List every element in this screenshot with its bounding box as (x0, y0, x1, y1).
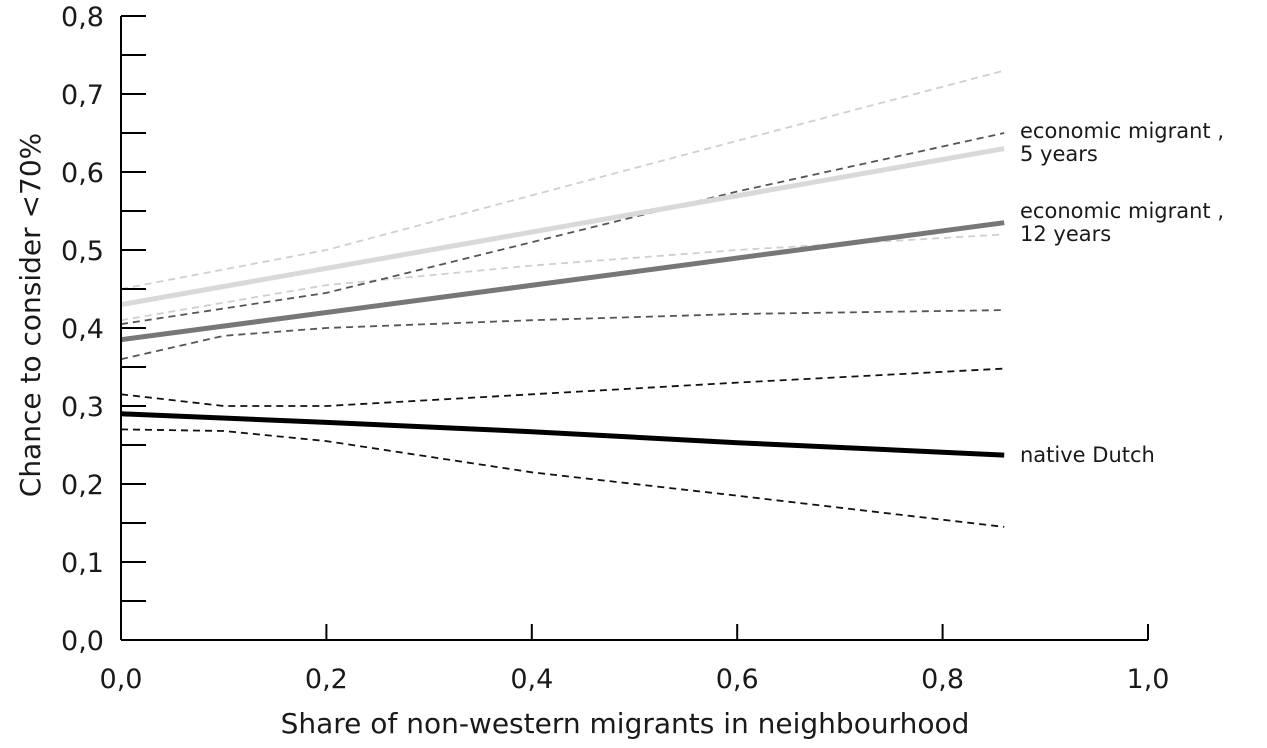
x-tick-label: 0,0 (100, 664, 143, 695)
ci-upper-economic-migrant-5-years (120, 69, 1005, 290)
ci-lower-native-dutch (120, 428, 1005, 528)
ci-lower-economic-migrant-5-years (120, 233, 1005, 322)
series-label-line: economic migrant , (1020, 199, 1224, 223)
series-line-economic-migrant-12-years (120, 220, 1005, 343)
series-label-line: native Dutch (1020, 443, 1155, 467)
axes: 0,0 0,1 0,2 0,3 0,4 0,5 0,6 0,7 0,8 0,0 0,2 0,4 0,6 0… (61, 2, 1169, 695)
y-tick-label: 0,7 (61, 80, 104, 111)
x-tick-label: 0,4 (510, 664, 553, 695)
series-label-economic-migrant-12-years: economic migrant , 12 years (1020, 199, 1224, 246)
ci-lower-economic-migrant-12-years (120, 309, 1005, 361)
y-tick-label: 0,3 (61, 392, 104, 423)
series-label-economic-migrant-5-years: economic migrant ,5 years (1020, 119, 1224, 166)
series-label-line: 5 years (1020, 142, 1098, 166)
x-axis-title: Share of non-western migrants in neighbo… (281, 707, 970, 740)
y-tick-label: 0,4 (61, 314, 104, 345)
x-tick-label: 0,6 (716, 664, 759, 695)
confidence-bands (120, 69, 1005, 528)
y-tick-label: 0,6 (61, 158, 104, 189)
y-tick-label: 0,2 (61, 470, 104, 501)
y-axis-title: Chance to consider <70% (14, 133, 47, 497)
x-tick-label: 1,0 (1127, 664, 1170, 695)
series-lines (120, 146, 1005, 458)
y-tick-label: 0,8 (61, 2, 104, 33)
y-tick-label: 0,0 (61, 626, 104, 657)
x-tick-label: 0,2 (305, 664, 348, 695)
y-tick-label: 0,5 (61, 236, 104, 267)
ci-upper-economic-migrant-12-years (120, 132, 1005, 325)
x-tick-label: 0,8 (921, 664, 964, 695)
series-label-line: 12 years (1020, 222, 1111, 246)
series-label-line: economic migrant , (1020, 119, 1224, 143)
series-line-economic-migrant-5-years (120, 146, 1005, 308)
y-tick-label: 0,1 (61, 548, 104, 579)
ci-upper-native-dutch (120, 367, 1005, 407)
series-line-native-dutch (120, 411, 1005, 458)
series-label-native-dutch: native Dutch (1020, 443, 1155, 467)
